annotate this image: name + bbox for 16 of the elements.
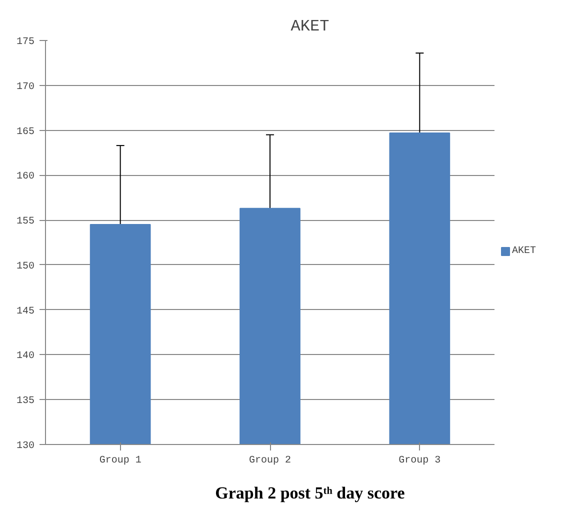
y-tick-label: 145 [16,306,35,318]
y-tick-label: 135 [16,396,35,408]
caption: Graph 2 post 5ᵗʰ day score [215,484,406,502]
y-tick-label: 155 [16,216,35,228]
x-tick-label: Group 1 [99,456,142,466]
y-tick-label: 175 [16,37,35,48]
legend-label: AKET [512,246,536,256]
y-tick-label: 170 [16,82,35,93]
x-tick-label: Group 3 [398,456,441,466]
y-tick-label: 140 [16,351,35,362]
y-tick-label: 160 [16,172,35,183]
chart-title: AKET [290,18,330,36]
x-tick-label: Group 2 [248,456,292,466]
y-tick-label: 130 [16,441,35,452]
y-tick-label: 150 [16,261,35,272]
y-tick-label: 165 [16,126,35,138]
